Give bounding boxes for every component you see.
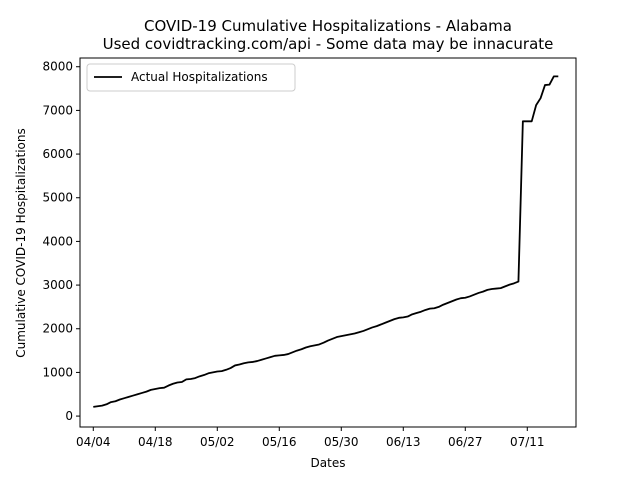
y-tick-label-1: 1000 xyxy=(42,365,73,379)
y-tick-label-5: 5000 xyxy=(42,191,73,205)
x-axis-label: Dates xyxy=(311,456,346,470)
y-tick-label-6: 6000 xyxy=(42,147,73,161)
legend-label: Actual Hospitalizations xyxy=(131,70,268,84)
y-tick-label-4: 4000 xyxy=(42,234,73,248)
x-tick-label-3: 05/16 xyxy=(262,435,297,449)
x-tick-label-6: 06/27 xyxy=(448,435,483,449)
legend-box xyxy=(86,63,296,92)
y-tick-label-2: 2000 xyxy=(42,322,73,336)
x-tick-label-4: 05/30 xyxy=(324,435,359,449)
y-tick-label-7: 7000 xyxy=(42,103,73,117)
x-tick-label-5: 06/13 xyxy=(386,435,421,449)
axes-frame xyxy=(79,57,577,428)
y-tick-label-0: 0 xyxy=(65,409,73,423)
x-tick-label-0: 04/04 xyxy=(76,435,111,449)
x-tick-label-1: 04/18 xyxy=(138,435,173,449)
y-axis-label: Cumulative COVID-19 Hospitalizations xyxy=(14,128,28,358)
chart-title: COVID-19 Cumulative Hospitalizations - A… xyxy=(144,17,512,35)
chart-subtitle: Used covidtracking.com/api - Some data m… xyxy=(103,35,554,53)
y-tick-label-3: 3000 xyxy=(42,278,73,292)
legend: Actual Hospitalizations xyxy=(86,63,296,92)
plot-area xyxy=(93,75,559,408)
series-line-0 xyxy=(93,75,559,408)
y-tick-label-8: 8000 xyxy=(42,60,73,74)
x-tick-label-2: 05/02 xyxy=(200,435,235,449)
x-axis-ticks: 04/04 04/18 05/02 05/16 05/30 06/13 06/27 07/11 xyxy=(76,427,545,449)
y-axis-ticks: 0 1000 2000 3000 4000 5000 6000 7000 8000 xyxy=(42,60,80,423)
x-tick-label-7: 07/11 xyxy=(510,435,545,449)
